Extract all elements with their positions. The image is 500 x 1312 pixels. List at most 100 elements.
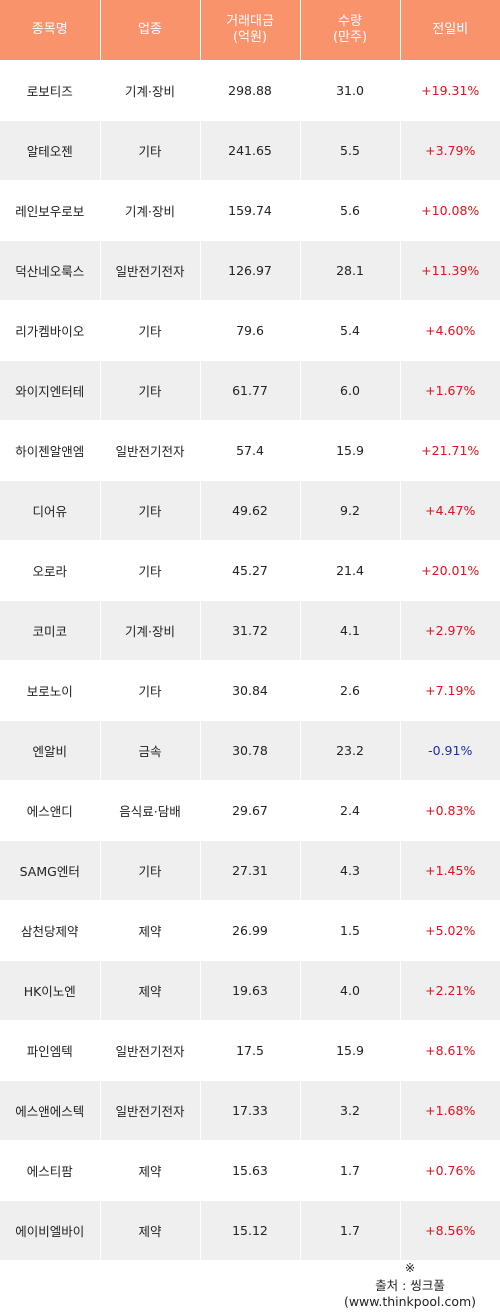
- table-row: 엔알비 금속 30.78 23.2 -0.91%: [0, 720, 500, 781]
- trade-amount-cell: 298.88: [200, 60, 301, 121]
- change-cell: +5.02%: [400, 900, 500, 961]
- sector-cell: 기타: [100, 120, 201, 181]
- volume-cell: 1.7: [300, 1200, 401, 1261]
- sector-cell: 제약: [100, 960, 201, 1021]
- volume-cell: 21.4: [300, 540, 401, 601]
- table-row: 덕산네오룩스 일반전기전자 126.97 28.1 +11.39%: [0, 240, 500, 301]
- stock-name-cell: 에스티팜: [0, 1140, 101, 1201]
- change-cell: +2.97%: [400, 600, 500, 661]
- trade-amount-cell: 57.4: [200, 420, 301, 481]
- table-row: 에스티팜 제약 15.63 1.7 +0.76%: [0, 1140, 500, 1201]
- sector-cell: 제약: [100, 1140, 201, 1201]
- volume-cell: 3.2: [300, 1080, 401, 1141]
- table-row: 파인엠텍 일반전기전자 17.5 15.9 +8.61%: [0, 1020, 500, 1081]
- change-cell: +1.67%: [400, 360, 500, 421]
- header-name: 종목명: [0, 0, 101, 61]
- stock-name-cell: 하이젠알앤엠: [0, 420, 101, 481]
- header-change: 전일비: [400, 0, 500, 61]
- change-cell: +19.31%: [400, 60, 500, 121]
- sector-cell: 기계·장비: [100, 180, 201, 241]
- volume-cell: 6.0: [300, 360, 401, 421]
- trade-amount-cell: 17.5: [200, 1020, 301, 1081]
- volume-cell: 9.2: [300, 480, 401, 541]
- stock-name-cell: 에스앤에스텍: [0, 1080, 101, 1141]
- stock-name-cell: 알테오젠: [0, 120, 101, 181]
- stock-name-cell: HK이노엔: [0, 960, 101, 1021]
- trade-amount-cell: 31.72: [200, 600, 301, 661]
- stock-name-cell: 에이비엘바이: [0, 1200, 101, 1261]
- volume-cell: 15.9: [300, 420, 401, 481]
- table-row: 보로노이 기타 30.84 2.6 +7.19%: [0, 660, 500, 721]
- volume-cell: 5.6: [300, 180, 401, 241]
- sector-cell: 기타: [100, 360, 201, 421]
- sector-cell: 일반전기전자: [100, 240, 201, 301]
- trade-amount-cell: 27.31: [200, 840, 301, 901]
- trade-amount-cell: 159.74: [200, 180, 301, 241]
- stock-name-cell: 와이지엔터테: [0, 360, 101, 421]
- header-sector: 업종: [100, 0, 201, 61]
- change-cell: +7.19%: [400, 660, 500, 721]
- trade-amount-cell: 45.27: [200, 540, 301, 601]
- table-row: SAMG엔터 기타 27.31 4.3 +1.45%: [0, 840, 500, 901]
- stock-name-cell: SAMG엔터: [0, 840, 101, 901]
- trade-amount-cell: 49.62: [200, 480, 301, 541]
- volume-cell: 31.0: [300, 60, 401, 121]
- change-cell: +1.68%: [400, 1080, 500, 1141]
- change-cell: +11.39%: [400, 240, 500, 301]
- stock-name-cell: 코미코: [0, 600, 101, 661]
- change-cell: +4.60%: [400, 300, 500, 361]
- stock-name-cell: 디어유: [0, 480, 101, 541]
- change-cell: +0.83%: [400, 780, 500, 841]
- trade-amount-cell: 30.78: [200, 720, 301, 781]
- table-row: HK이노엔 제약 19.63 4.0 +2.21%: [0, 960, 500, 1021]
- stock-name-cell: 보로노이: [0, 660, 101, 721]
- header-volume: 수량 (만주): [300, 0, 401, 61]
- volume-cell: 4.1: [300, 600, 401, 661]
- change-cell: +10.08%: [400, 180, 500, 241]
- change-cell: +3.79%: [400, 120, 500, 181]
- sector-cell: 일반전기전자: [100, 1080, 201, 1141]
- sector-cell: 기타: [100, 300, 201, 361]
- trade-amount-cell: 17.33: [200, 1080, 301, 1141]
- stock-name-cell: 로보티즈: [0, 60, 101, 121]
- table-row: 디어유 기타 49.62 9.2 +4.47%: [0, 480, 500, 541]
- sector-cell: 제약: [100, 900, 201, 961]
- stock-name-cell: 리가켐바이오: [0, 300, 101, 361]
- table-row: 와이지엔터테 기타 61.77 6.0 +1.67%: [0, 360, 500, 421]
- reference-mark: ※: [404, 1260, 416, 1275]
- volume-cell: 4.0: [300, 960, 401, 1021]
- trade-amount-cell: 19.63: [200, 960, 301, 1021]
- trade-amount-cell: 15.12: [200, 1200, 301, 1261]
- volume-cell: 2.6: [300, 660, 401, 721]
- stock-name-cell: 레인보우로보: [0, 180, 101, 241]
- change-cell: +4.47%: [400, 480, 500, 541]
- volume-cell: 23.2: [300, 720, 401, 781]
- table-body: 로보티즈 기계·장비 298.88 31.0 +19.31% 알테오젠 기타 241.65 5.…: [0, 60, 500, 1261]
- volume-cell: 2.4: [300, 780, 401, 841]
- sector-cell: 제약: [100, 1200, 201, 1261]
- table-row: 레인보우로보 기계·장비 159.74 5.6 +10.08%: [0, 180, 500, 241]
- trade-amount-cell: 241.65: [200, 120, 301, 181]
- sector-cell: 기타: [100, 840, 201, 901]
- stock-name-cell: 엔알비: [0, 720, 101, 781]
- trade-amount-cell: 29.67: [200, 780, 301, 841]
- change-cell: +1.45%: [400, 840, 500, 901]
- stock-name-cell: 오로라: [0, 540, 101, 601]
- change-cell: +0.76%: [400, 1140, 500, 1201]
- trade-amount-cell: 26.99: [200, 900, 301, 961]
- table-row: 에스앤에스텍 일반전기전자 17.33 3.2 +1.68%: [0, 1080, 500, 1141]
- stock-name-cell: 덕산네오룩스: [0, 240, 101, 301]
- sector-cell: 기타: [100, 660, 201, 721]
- header-amount: 거래대금 (억원): [200, 0, 301, 61]
- table-row: 하이젠알앤엠 일반전기전자 57.4 15.9 +21.71%: [0, 420, 500, 481]
- volume-cell: 1.7: [300, 1140, 401, 1201]
- sector-cell: 기계·장비: [100, 600, 201, 661]
- volume-cell: 28.1: [300, 240, 401, 301]
- sector-cell: 일반전기전자: [100, 420, 201, 481]
- header-row: 종목명 업종 거래대금 (억원) 수량 (만주) 전일비: [0, 0, 500, 61]
- table-row: 리가켐바이오 기타 79.6 5.4 +4.60%: [0, 300, 500, 361]
- trade-amount-cell: 15.63: [200, 1140, 301, 1201]
- volume-cell: 4.3: [300, 840, 401, 901]
- trade-amount-cell: 30.84: [200, 660, 301, 721]
